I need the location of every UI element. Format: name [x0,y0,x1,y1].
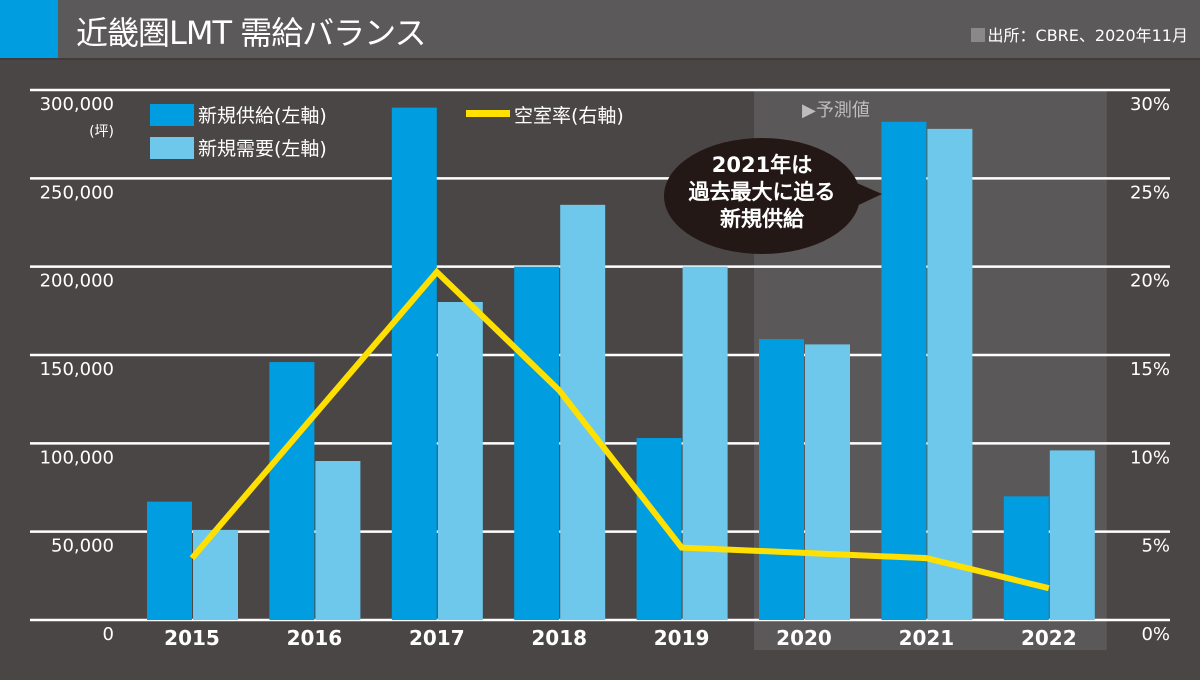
bar-supply-2019 [636,438,682,620]
legend-swatch [150,104,194,126]
x-tick-label: 2021 [899,626,955,650]
x-tick-label: 2018 [531,626,587,650]
legend-swatch [150,137,194,159]
legend-label: 空室率(右軸) [514,105,624,127]
chart-title: 近畿圏LMT 需給バランス [76,14,427,52]
bar-supply-2015 [147,501,192,620]
legend-swatch-line [466,110,510,117]
bar-demand-2020 [805,344,850,620]
bar-supply-2020 [759,339,804,620]
left-axis-unit: (坪) [89,124,114,140]
source-note: 出所：CBRE、2020年11月 [970,22,1188,46]
vacancy-rate-line [189,267,1050,592]
left-tick-label: 300,000 [40,94,114,115]
right-tick-label: 5% [1141,536,1170,557]
right-tick-label: 20% [1130,271,1170,292]
x-tick-label: 2016 [287,626,343,650]
left-tick-label: 0 [103,624,114,645]
x-tick-label: 2017 [409,626,465,650]
right-tick-label: 0% [1141,624,1170,645]
left-tick-label: 100,000 [40,447,114,468]
bar-supply-2022 [1003,496,1049,620]
bar-supply-2018 [514,266,560,620]
bar-supply-2017 [391,107,437,620]
bar-demand-2018 [560,204,606,621]
annotation-text: 過去最大に迫る [689,180,836,204]
bar-supply-2016 [269,362,315,620]
header-bar: 近畿圏LMT 需給バランス 出所：CBRE、2020年11月 [0,0,1200,60]
annotation-pointer [848,180,882,210]
right-tick-label: 30% [1130,94,1170,115]
right-tick-label: 10% [1130,447,1170,468]
x-tick-label: 2020 [776,626,832,650]
bar-demand-2021 [927,128,973,620]
bar-demand-2022 [1049,450,1095,620]
left-tick-label: 50,000 [51,536,114,557]
annotation-text: 2021年は [712,153,812,177]
annotation-bubble [664,138,860,254]
bar-supply-2021 [881,121,927,621]
right-tick-label: 25% [1130,182,1170,203]
left-tick-label: 250,000 [40,182,114,203]
source-text: 出所：CBRE、2020年11月 [987,26,1188,45]
x-tick-label: 2015 [164,626,220,650]
right-tick-label: 15% [1130,359,1170,380]
accent-square [0,0,58,58]
source-marker-icon [970,28,985,42]
bar-demand-2015 [193,529,238,620]
x-tick-label: 2019 [654,626,710,650]
legend-label: 新規供給(左軸) [198,105,327,127]
left-tick-label: 200,000 [40,271,114,292]
forecast-label: ▶予測値 [802,100,870,121]
legend-label: 新規需要(左軸) [198,138,327,160]
annotation-text: 新規供給 [720,207,805,231]
x-tick-label: 2022 [1021,626,1077,650]
left-tick-label: 150,000 [40,359,114,380]
bar-demand-2017 [437,302,483,620]
bar-demand-2016 [315,461,361,620]
bar-demand-2019 [682,266,728,620]
